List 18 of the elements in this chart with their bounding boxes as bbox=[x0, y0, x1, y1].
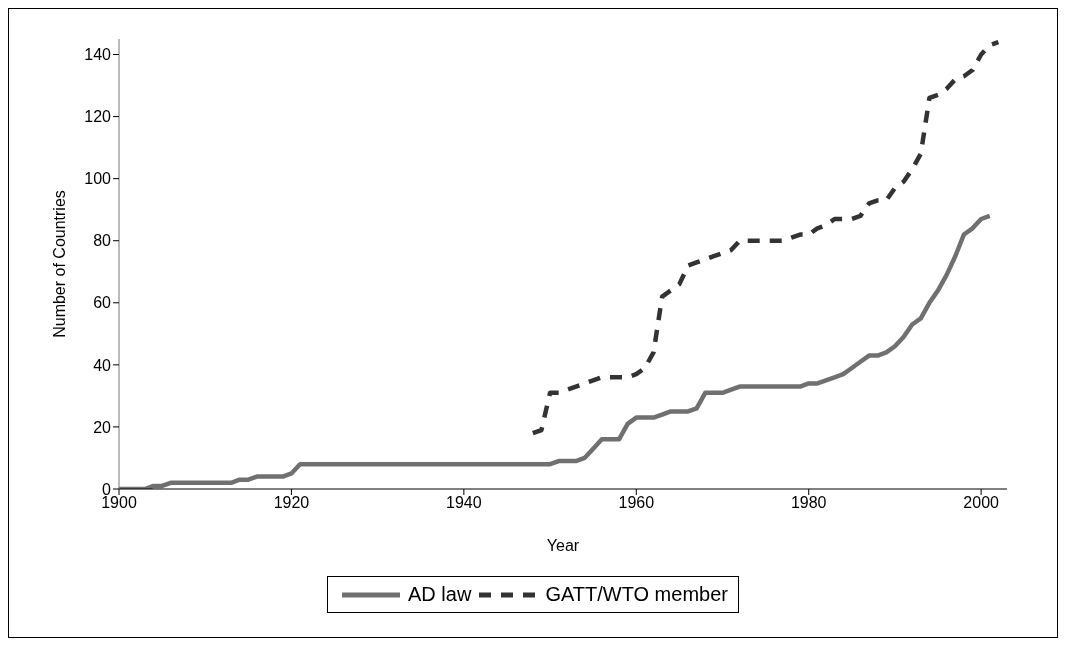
x-tick-label: 1900 bbox=[101, 494, 137, 512]
x-tick-label: 1980 bbox=[790, 494, 827, 512]
legend-label: AD law bbox=[408, 583, 472, 606]
x-tick-label: 1960 bbox=[618, 494, 655, 512]
x-tick-label: 1920 bbox=[273, 494, 310, 512]
y-axis-title: Number of Countries bbox=[50, 190, 68, 338]
y-tick-label: 140 bbox=[84, 46, 112, 64]
y-tick-label: 100 bbox=[84, 170, 112, 188]
y-tick-label: 80 bbox=[93, 232, 112, 250]
y-tick-label: 40 bbox=[93, 356, 112, 374]
y-tick-label: 60 bbox=[93, 294, 112, 312]
y-tick-label: 20 bbox=[93, 418, 112, 436]
x-axis-title: Year bbox=[546, 537, 580, 554]
y-tick-label: 120 bbox=[84, 108, 112, 126]
x-tick-label: 1940 bbox=[446, 494, 482, 512]
legend-label: GATT/WTO member bbox=[545, 583, 728, 606]
x-tick-label: 2000 bbox=[963, 494, 1000, 512]
line-series bbox=[530, 39, 1001, 436]
